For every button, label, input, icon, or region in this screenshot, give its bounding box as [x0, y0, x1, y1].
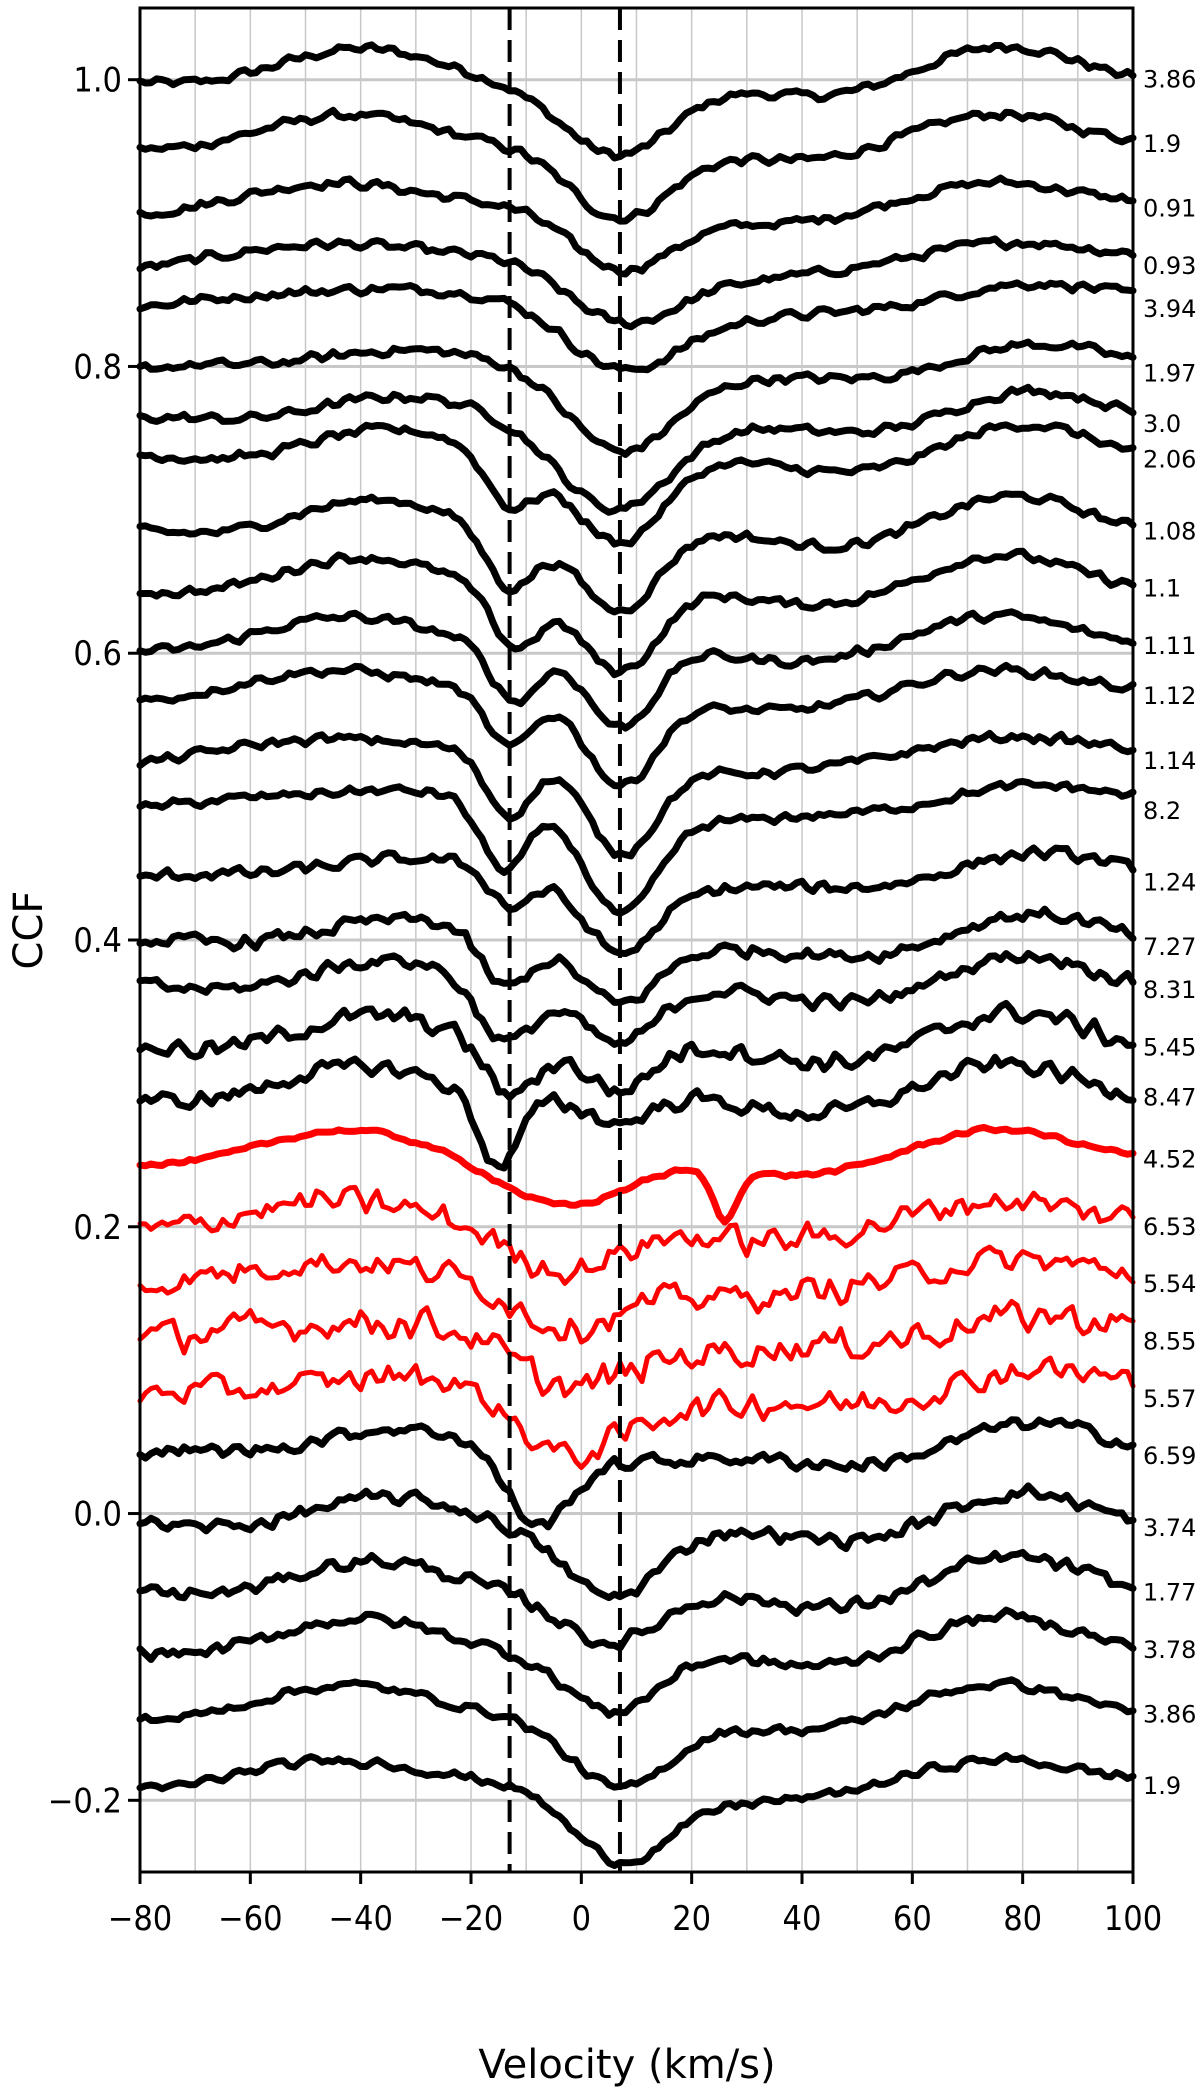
x-tick-label: 40	[783, 1899, 822, 1939]
series-line	[136, 729, 1137, 860]
x-tick-label: −20	[439, 1899, 504, 1939]
y-axis-label: CCF	[6, 891, 52, 970]
x-tick-label: 20	[672, 1899, 711, 1939]
x-tick-label: −80	[108, 1899, 173, 1939]
axes	[128, 6, 1135, 1884]
series-line	[136, 661, 1137, 790]
series-label: 5.45	[1143, 1034, 1196, 1062]
series-label: 0.93	[1143, 252, 1196, 280]
series-line	[136, 490, 1137, 616]
reference-lines	[507, 8, 622, 1872]
series-label: 1.77	[1143, 1578, 1196, 1606]
series-line	[136, 174, 1137, 278]
series-line	[137, 1244, 1136, 1345]
series-label: 0.91	[1143, 195, 1196, 223]
series-label: 3.78	[1143, 1636, 1196, 1664]
series-label: 7.27	[1143, 933, 1196, 961]
series-line	[136, 1482, 1137, 1602]
series-line	[136, 778, 1137, 917]
series-line	[136, 1676, 1137, 1791]
series-label: 1.14	[1143, 747, 1196, 775]
series-label: 3.0	[1143, 410, 1181, 438]
series-label: 1.1	[1143, 575, 1181, 603]
x-tick-label: 0	[572, 1899, 591, 1939]
series-line	[136, 1752, 1137, 1869]
series-label: 3.86	[1143, 66, 1196, 94]
series-label: 3.74	[1143, 1514, 1196, 1542]
series-label: 2.06	[1143, 446, 1196, 474]
series-line	[136, 949, 1137, 1048]
series-label: 1.97	[1143, 360, 1196, 388]
series-line	[137, 1184, 1136, 1286]
series-line	[136, 41, 1137, 162]
series-line	[136, 279, 1137, 374]
series-line	[136, 235, 1137, 331]
series-line	[136, 1053, 1137, 1172]
series-label: 8.2	[1143, 797, 1181, 825]
series-line	[136, 106, 1137, 225]
series-label: 8.47	[1143, 1084, 1196, 1112]
series-label: 6.59	[1143, 1442, 1196, 1470]
y-tick-label: 1.0	[73, 61, 122, 101]
series-label: 1.9	[1143, 130, 1181, 158]
x-tick-label: −40	[328, 1899, 393, 1939]
x-tick-label: 100	[1104, 1899, 1162, 1939]
series-line	[136, 1548, 1137, 1652]
series-line	[136, 905, 1137, 1006]
y-tick-label: 0.4	[73, 921, 122, 961]
series-line	[136, 547, 1137, 679]
series-line	[137, 1355, 1136, 1470]
series-line	[136, 844, 1137, 957]
series-labels: 3.86 1.9 0.91 0.93 3.94 1.97 3.0 2.06 1.08 1.1 1.1…	[1143, 66, 1196, 1800]
series-line	[136, 608, 1137, 732]
series-label: 1.24	[1143, 869, 1196, 897]
series-group	[136, 41, 1137, 1869]
series-label: 5.57	[1143, 1385, 1196, 1413]
series-line	[136, 1123, 1137, 1226]
y-tick-label: 0.6	[73, 634, 122, 674]
series-label: 5.54	[1143, 1270, 1196, 1298]
series-label: 3.94	[1143, 295, 1196, 323]
series-label: 8.31	[1143, 976, 1196, 1004]
series-line	[136, 338, 1137, 458]
y-tick-labels: −0.2 0.0 0.2 0.4 0.6 0.8 1.0	[48, 61, 122, 1822]
y-tick-label: 0.2	[73, 1208, 122, 1248]
series-label: 1.12	[1143, 682, 1196, 710]
series-label: 4.52	[1143, 1145, 1196, 1173]
y-tick-label: −0.2	[48, 1781, 122, 1821]
series-label: 6.53	[1143, 1213, 1196, 1241]
series-line	[136, 1000, 1137, 1101]
series-label: 1.9	[1143, 1772, 1181, 1800]
series-label: 1.08	[1143, 517, 1196, 545]
x-axis-label: Velocity (km/s)	[478, 2042, 775, 2088]
x-tick-label: −60	[218, 1899, 283, 1939]
series-label: 3.86	[1143, 1700, 1196, 1728]
x-tick-label: 60	[893, 1899, 932, 1939]
x-tick-labels: −80 −60 −40 −20 0 20 40 60 80 100	[108, 1899, 1162, 1939]
x-tick-label: 80	[1003, 1899, 1042, 1939]
series-label: 8.55	[1143, 1327, 1196, 1355]
series-line	[136, 1606, 1137, 1719]
series-line	[137, 1298, 1136, 1399]
series-line	[136, 1416, 1137, 1531]
series-line	[136, 383, 1137, 516]
y-tick-label: 0.0	[73, 1495, 122, 1535]
series-line	[136, 421, 1137, 548]
y-tick-label: 0.8	[73, 347, 122, 387]
series-label: 1.11	[1143, 632, 1196, 660]
